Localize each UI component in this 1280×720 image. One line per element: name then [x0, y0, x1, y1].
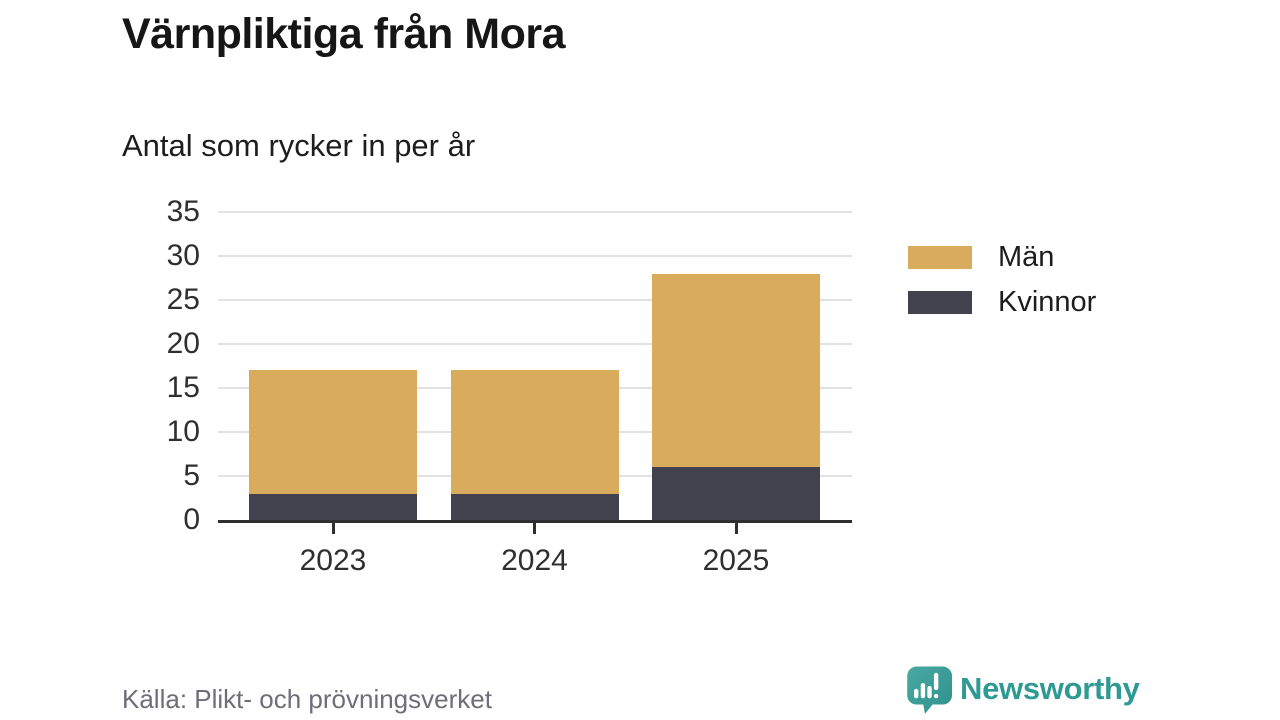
chart-legend: Män Kvinnor — [908, 241, 1096, 318]
x-axis-tick — [734, 523, 738, 534]
bar-segment-kvinnor-2023 — [249, 493, 417, 520]
x-axis-tick — [533, 523, 536, 534]
newsworthy-logo-icon — [907, 666, 952, 714]
bar-segment-man-2025 — [652, 273, 820, 468]
x-axis-tick — [331, 523, 335, 534]
x-axis-tick-label: 2025 — [702, 544, 770, 577]
legend-item-kvinnor: Kvinnor — [908, 286, 1096, 318]
brand-name: Newsworthy — [960, 671, 1140, 706]
legend-item-man: Män — [908, 241, 1096, 273]
x-axis-tick-label: 2024 — [501, 544, 568, 577]
gridline — [218, 299, 852, 301]
gridline — [218, 343, 852, 345]
x-axis-tick-label: 2023 — [299, 544, 367, 577]
bar-segment-man-2024 — [450, 370, 619, 494]
y-axis-tick-label: 25 — [166, 283, 200, 316]
bar-segment-kvinnor-2025 — [652, 467, 820, 520]
source-note: Källa: Plikt- och prövningsverket — [122, 684, 492, 714]
bar-segment-kvinnor-2024 — [450, 493, 619, 520]
y-axis-tick-label: 5 — [183, 459, 200, 492]
y-axis-tick-label: 15 — [166, 371, 200, 404]
newsworthy-logo: Newsworthy — [903, 661, 1140, 716]
legend-label: Kvinnor — [998, 286, 1097, 318]
legend-swatch-kvinnor — [908, 291, 972, 314]
x-axis-line — [218, 520, 852, 523]
gridline — [218, 211, 852, 213]
gridline — [218, 255, 852, 257]
y-axis-tick-label: 0 — [183, 503, 200, 536]
y-axis-tick-label: 20 — [166, 327, 200, 360]
chart-title: Värnpliktiga från Mora — [122, 10, 565, 58]
y-axis-tick-label: 35 — [166, 195, 200, 228]
legend-swatch-man — [908, 246, 972, 269]
legend-label: Män — [998, 241, 1055, 273]
chart-subtitle: Antal som rycker in per år — [122, 128, 476, 163]
bar-segment-man-2023 — [249, 370, 417, 494]
y-axis-tick-label: 10 — [166, 415, 200, 448]
y-axis-tick-label: 30 — [166, 239, 200, 272]
